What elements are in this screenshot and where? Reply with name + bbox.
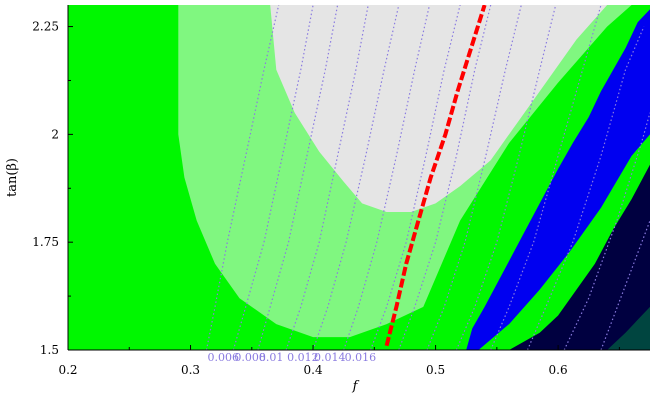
region-blue-4 xyxy=(466,9,650,350)
region-light-gray-2 xyxy=(270,5,608,212)
y-tick-label-3: 2.25 xyxy=(32,20,59,34)
contour-line-3 xyxy=(285,5,369,350)
region-navy-5 xyxy=(509,164,650,350)
contour-line-1 xyxy=(232,5,314,350)
x-tick-label-3: 0.5 xyxy=(426,363,445,377)
contour-label-2: 0.01 xyxy=(259,351,284,364)
contour-label-4: 0.014 xyxy=(314,351,346,364)
region-teal-6 xyxy=(607,306,650,350)
y-axis-title: tan(β) xyxy=(5,158,20,197)
contour-line-13 xyxy=(600,220,650,350)
contour-label-0: 0.006 xyxy=(207,351,239,364)
red-curve-layer xyxy=(384,5,487,347)
x-axis-title: f xyxy=(352,379,360,394)
contour-line-11 xyxy=(526,26,645,350)
region-green-3 xyxy=(411,5,650,350)
contour-label-1: 0.008 xyxy=(234,351,266,364)
contour-lines xyxy=(205,5,650,350)
x-tick-label-2: 0.4 xyxy=(304,363,323,377)
contour-line-4 xyxy=(312,5,400,350)
x-tick-label-4: 0.6 xyxy=(549,363,568,377)
red-curve xyxy=(384,5,487,347)
y-tick-label-2: 2 xyxy=(51,127,59,141)
y-tick-label-1: 1.75 xyxy=(32,235,59,249)
x-tick-label-0: 0.2 xyxy=(58,363,77,377)
contour-line-6 xyxy=(370,5,461,350)
axes: 0.2 0.3 0.4 0.5 0.6 1.5 1.75 2 2.25 xyxy=(32,5,650,377)
contour-line-9 xyxy=(455,5,557,350)
y-tick-label-0: 1.5 xyxy=(40,343,59,357)
contour-label-3: 0.012 xyxy=(287,351,319,364)
x-tick-label-1: 0.3 xyxy=(181,363,200,377)
contour-line-0 xyxy=(205,5,280,350)
heatmap-regions xyxy=(68,5,650,350)
contour-line-2 xyxy=(257,5,339,350)
contour-label-5: 0.016 xyxy=(345,351,377,364)
contour-line-10 xyxy=(490,5,602,350)
contour-line-5 xyxy=(343,5,431,350)
